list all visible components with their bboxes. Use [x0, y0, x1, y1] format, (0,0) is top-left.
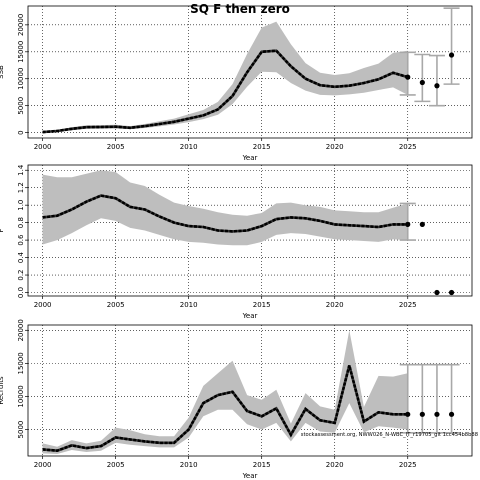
y-tick-label: 15000	[17, 41, 25, 63]
y-tick-label: 20000	[17, 14, 25, 36]
y-tick-label: 10000	[17, 385, 25, 407]
x-tick-label: 2010	[180, 301, 198, 309]
x-axis-label: Year	[242, 312, 258, 320]
plot-frame	[27, 5, 473, 139]
x-tick-label: 2020	[326, 143, 344, 151]
estimate-line-dash	[42, 365, 408, 453]
x-tick-label: 2005	[107, 461, 125, 469]
projection-point	[419, 411, 425, 417]
confidence-band	[42, 170, 408, 246]
y-tick-label: 1.4	[17, 164, 25, 176]
x-tick-label: 2015	[253, 301, 271, 309]
plot-frame	[27, 324, 473, 457]
y-axis-label: Recruits	[0, 376, 5, 405]
x-tick-label: 2025	[399, 301, 417, 309]
x-tick-label: 2000	[34, 143, 52, 151]
y-tick-label: 5000	[17, 421, 25, 439]
x-tick-label: 2010	[180, 461, 198, 469]
x-tick-label: 2005	[107, 301, 125, 309]
y-tick-label: 1.2	[17, 182, 25, 193]
y-tick-label: 10000	[17, 68, 25, 90]
x-tick-label: 2025	[399, 461, 417, 469]
projection-point	[405, 411, 411, 417]
figure-title: SQ F then zero	[190, 2, 290, 16]
projection-point	[405, 221, 411, 227]
y-tick-label: 0.4	[17, 251, 25, 263]
projection-point	[405, 74, 411, 80]
x-tick-label: 2015	[253, 461, 271, 469]
plot-frame	[27, 164, 473, 297]
projection-point	[434, 83, 440, 89]
y-tick-label: 0.0	[17, 287, 25, 298]
x-tick-label: 2000	[34, 461, 52, 469]
projection-point	[419, 79, 425, 86]
y-tick-label: 5000	[17, 97, 25, 115]
estimate-line-dash	[42, 194, 408, 233]
recruitment-panel: 2000 2005 2010 2015 2020 2025 5000 10000 15000 20…	[0, 319, 473, 480]
x-tick-label: 2000	[34, 301, 52, 309]
ssb-panel: 2000 2005 2010 2015 2020 2025 0 5000 10000 15000 2…	[0, 5, 473, 162]
y-axis-label: SSB	[0, 65, 5, 79]
fishing-mortality-panel: 2000 2005 2010 2015 2020 2025 0.0 0.2 0.4 0.6 0.8 1…	[0, 164, 473, 320]
estimate-line-dash	[42, 49, 409, 134]
y-axis-label: F	[0, 228, 5, 232]
y-tick-label: 0.8	[17, 217, 25, 228]
x-tick-label: 2010	[180, 143, 198, 151]
x-tick-label: 2020	[326, 301, 344, 309]
x-tick-label: 2020	[326, 461, 344, 469]
projection-point	[448, 52, 455, 58]
footnote: stockassessment.org, NWW026_N-WBC_IT_r19…	[301, 432, 478, 438]
x-tick-label: 2015	[253, 143, 271, 151]
projection-point	[448, 411, 455, 417]
y-tick-label: 1.0	[17, 200, 25, 211]
y-tick-label: 15000	[17, 352, 25, 374]
y-tick-label: 0.6	[17, 234, 25, 246]
x-tick-label: 2025	[399, 143, 417, 151]
projection-point	[419, 221, 425, 227]
confidence-band	[42, 21, 408, 133]
projection-point	[434, 411, 440, 417]
projection-point	[448, 289, 455, 296]
x-axis-label: Year	[242, 472, 258, 480]
x-axis-label: Year	[242, 154, 258, 162]
x-tick-label: 2005	[107, 143, 125, 151]
projection-point	[434, 289, 440, 296]
y-tick-label: 0.2	[17, 269, 25, 280]
y-tick-label: 20000	[17, 319, 25, 341]
y-tick-label: 0	[17, 130, 25, 134]
